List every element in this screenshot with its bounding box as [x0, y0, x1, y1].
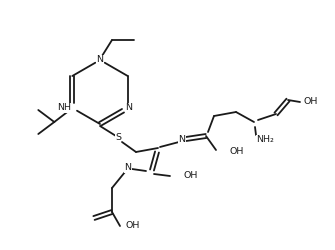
Text: N: N: [96, 56, 104, 64]
Text: N: N: [179, 136, 186, 144]
Text: NH: NH: [57, 104, 71, 112]
Text: OH: OH: [230, 148, 244, 156]
Text: N: N: [125, 164, 132, 172]
Text: OH: OH: [184, 172, 198, 180]
Text: S: S: [115, 134, 121, 142]
Text: N: N: [125, 104, 132, 112]
Text: NH₂: NH₂: [256, 136, 274, 144]
Text: OH: OH: [126, 222, 140, 230]
Text: OH: OH: [304, 98, 318, 106]
